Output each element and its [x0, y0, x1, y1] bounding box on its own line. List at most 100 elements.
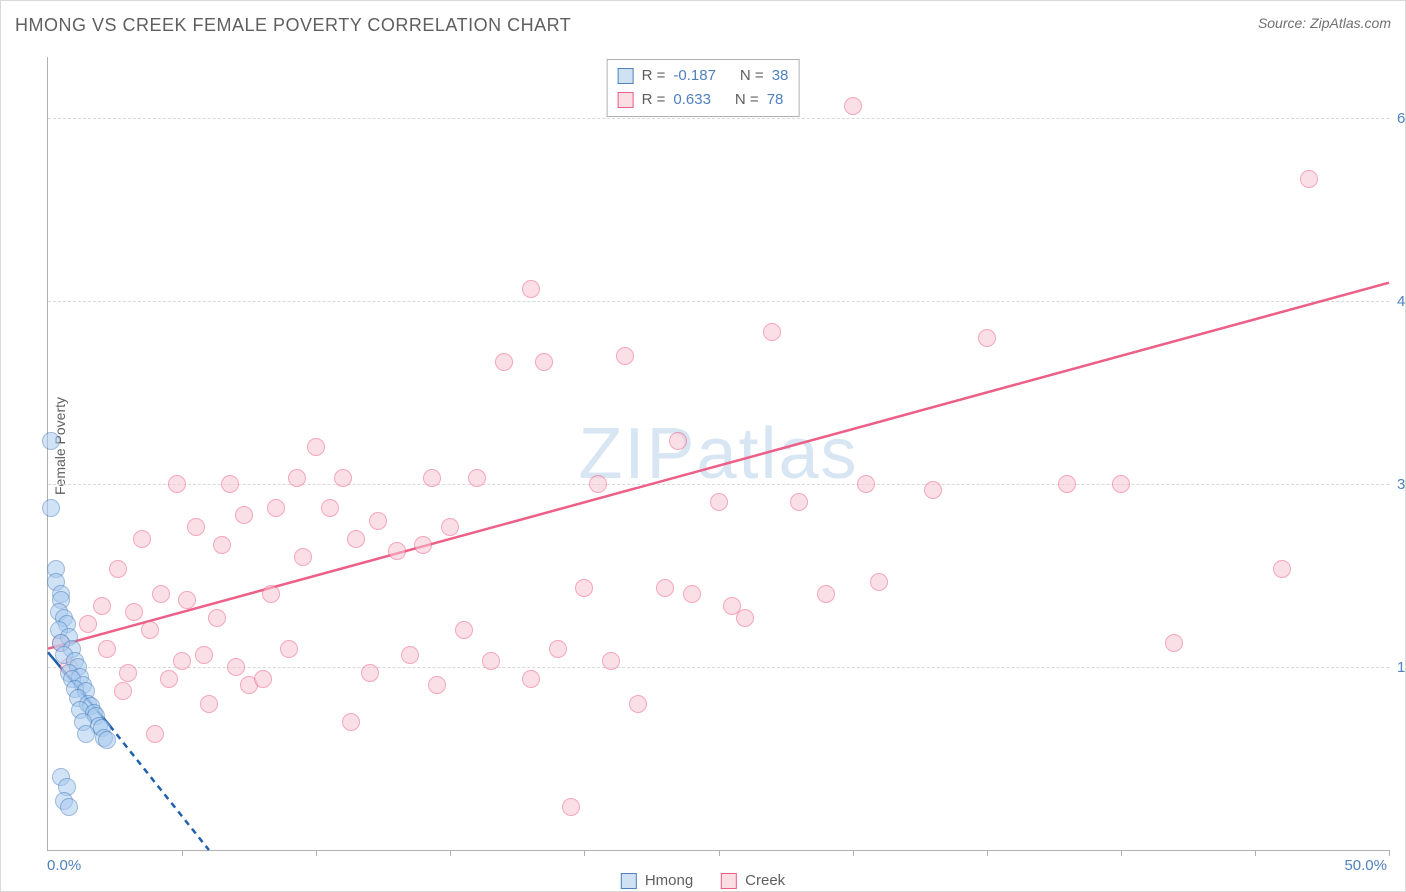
- creek-point: [369, 512, 387, 530]
- creek-point: [133, 530, 151, 548]
- creek-point: [294, 548, 312, 566]
- creek-point: [763, 323, 781, 341]
- correlation-row-hmong: R = -0.187 N = 38: [618, 64, 789, 88]
- x-tick: [1121, 850, 1122, 856]
- creek-point: [414, 536, 432, 554]
- n-value-hmong: 38: [772, 64, 789, 88]
- x-tick: [1389, 850, 1390, 856]
- x-tick: [987, 850, 988, 856]
- x-tick: [719, 850, 720, 856]
- chart-source: Source: ZipAtlas.com: [1258, 15, 1391, 31]
- creek-point: [160, 670, 178, 688]
- hmong-point: [98, 731, 116, 749]
- creek-point: [388, 542, 406, 560]
- creek-point: [455, 621, 473, 639]
- x-tick: [316, 850, 317, 856]
- creek-point: [173, 652, 191, 670]
- creek-point: [683, 585, 701, 603]
- creek-point: [262, 585, 280, 603]
- legend-item-creek: Creek: [721, 872, 785, 889]
- creek-point: [1165, 634, 1183, 652]
- creek-point: [125, 603, 143, 621]
- r-value-creek: 0.633: [673, 88, 711, 112]
- legend-item-hmong: Hmong: [621, 872, 693, 889]
- creek-point: [254, 670, 272, 688]
- creek-point: [334, 469, 352, 487]
- creek-point: [736, 609, 754, 627]
- creek-point: [361, 664, 379, 682]
- creek-point: [307, 438, 325, 456]
- creek-point: [428, 676, 446, 694]
- creek-point: [616, 347, 634, 365]
- creek-point: [401, 646, 419, 664]
- correlation-row-creek: R = 0.633 N = 78: [618, 88, 789, 112]
- hmong-swatch-icon: [618, 68, 634, 84]
- creek-point: [93, 597, 111, 615]
- creek-point: [1300, 170, 1318, 188]
- creek-point: [119, 664, 137, 682]
- x-tick: [1255, 850, 1256, 856]
- x-axis-origin-label: 0.0%: [47, 857, 81, 874]
- y-tick-label: 45.0%: [1397, 293, 1406, 310]
- creek-point: [482, 652, 500, 670]
- creek-point: [790, 493, 808, 511]
- hmong-point: [60, 798, 78, 816]
- creek-point: [522, 280, 540, 298]
- creek-point: [213, 536, 231, 554]
- x-tick: [853, 850, 854, 856]
- creek-point: [710, 493, 728, 511]
- creek-point: [441, 518, 459, 536]
- hmong-point: [42, 499, 60, 517]
- chart-title: HMONG VS CREEK FEMALE POVERTY CORRELATIO…: [15, 15, 571, 36]
- creek-point: [870, 573, 888, 591]
- creek-point: [187, 518, 205, 536]
- creek-point: [535, 353, 553, 371]
- hmong-point: [77, 725, 95, 743]
- creek-point: [152, 585, 170, 603]
- y-tick-label: 30.0%: [1397, 476, 1406, 493]
- creek-point: [924, 481, 942, 499]
- creek-point: [109, 560, 127, 578]
- x-tick: [584, 850, 585, 856]
- trend-line: [48, 283, 1389, 649]
- plot-area: ZIPatlas 15.0%30.0%45.0%60.0%: [47, 57, 1389, 851]
- creek-point: [562, 798, 580, 816]
- x-tick: [450, 850, 451, 856]
- creek-point: [178, 591, 196, 609]
- creek-point: [347, 530, 365, 548]
- trend-line: [110, 726, 209, 850]
- creek-point: [342, 713, 360, 731]
- creek-point: [468, 469, 486, 487]
- creek-point: [321, 499, 339, 517]
- creek-point: [195, 646, 213, 664]
- creek-point: [200, 695, 218, 713]
- r-value-hmong: -0.187: [673, 64, 716, 88]
- creek-point: [280, 640, 298, 658]
- chart-container: HMONG VS CREEK FEMALE POVERTY CORRELATIO…: [0, 0, 1406, 892]
- creek-point: [208, 609, 226, 627]
- creek-point: [79, 615, 97, 633]
- y-tick-label: 60.0%: [1397, 110, 1406, 127]
- correlation-legend: R = -0.187 N = 38 R = 0.633 N = 78: [607, 59, 800, 117]
- r-label: R =: [642, 64, 666, 88]
- legend-label-hmong: Hmong: [645, 872, 693, 889]
- creek-point: [141, 621, 159, 639]
- hmong-swatch-icon: [621, 873, 637, 889]
- creek-point: [168, 475, 186, 493]
- creek-point: [669, 432, 687, 450]
- creek-point: [235, 506, 253, 524]
- creek-point: [1058, 475, 1076, 493]
- creek-point: [656, 579, 674, 597]
- creek-point: [978, 329, 996, 347]
- creek-point: [114, 682, 132, 700]
- creek-point: [288, 469, 306, 487]
- hmong-point: [42, 432, 60, 450]
- n-value-creek: 78: [767, 88, 784, 112]
- trend-lines: [48, 57, 1389, 850]
- creek-point: [575, 579, 593, 597]
- creek-point: [267, 499, 285, 517]
- n-label: N =: [735, 88, 759, 112]
- creek-point: [495, 353, 513, 371]
- creek-swatch-icon: [618, 92, 634, 108]
- creek-point: [146, 725, 164, 743]
